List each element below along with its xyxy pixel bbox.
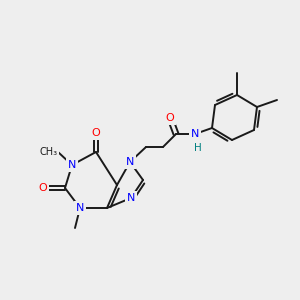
Text: O: O — [39, 183, 47, 193]
Text: N: N — [127, 193, 135, 203]
Text: N: N — [126, 157, 134, 167]
Text: O: O — [92, 128, 100, 138]
Text: N: N — [191, 129, 199, 139]
Text: H: H — [194, 143, 202, 153]
Text: O: O — [166, 113, 174, 123]
Text: CH₃: CH₃ — [40, 147, 58, 157]
Text: N: N — [76, 203, 84, 213]
Text: N: N — [68, 160, 76, 170]
